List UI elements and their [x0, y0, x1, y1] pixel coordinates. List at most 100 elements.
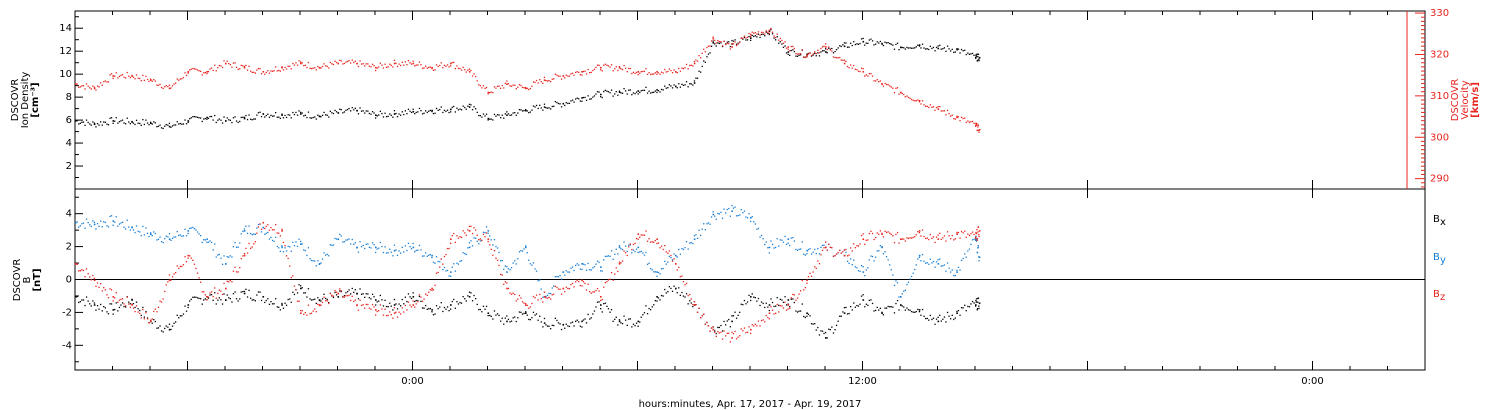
velocity-point [690, 64, 692, 66]
velocity-point [823, 45, 825, 47]
bx-point [146, 317, 149, 319]
bz-point [978, 230, 981, 232]
density-point [385, 116, 388, 118]
bz-point [634, 242, 636, 244]
density-point [565, 102, 567, 104]
bz-point [98, 286, 100, 288]
by-point [362, 244, 364, 247]
bx-point [504, 317, 506, 319]
velocity-point [651, 73, 653, 75]
bx-point [668, 286, 670, 288]
bx-point [596, 301, 599, 303]
by-point [678, 248, 680, 251]
density-point [787, 53, 789, 55]
density-point [450, 108, 452, 111]
bx-point [932, 317, 935, 319]
bx-point [814, 323, 816, 325]
bz-point [921, 229, 924, 231]
bx-point [562, 323, 565, 326]
by-point [409, 246, 411, 248]
velocity-point [615, 66, 617, 68]
density-point [531, 109, 533, 111]
bz-point [546, 297, 549, 299]
bx-point [518, 311, 521, 313]
by-point [431, 254, 433, 257]
bz-point [717, 331, 719, 333]
by-point [968, 248, 971, 250]
bz-point [506, 287, 508, 290]
density-point [706, 56, 708, 58]
by-point [125, 228, 127, 230]
velocity-point [351, 59, 353, 61]
by-point [768, 252, 770, 254]
density-point [895, 43, 897, 46]
by-point [457, 263, 460, 265]
bz-point [806, 279, 808, 282]
velocity-point [271, 70, 274, 72]
by-point [256, 227, 258, 229]
density-point [176, 121, 178, 123]
bx-point [364, 296, 366, 298]
velocity-point [146, 78, 149, 81]
bx-point [614, 318, 616, 320]
by-point [698, 229, 700, 231]
bx-point [742, 304, 744, 306]
velocity-point [593, 68, 596, 70]
by-point [726, 208, 728, 211]
density-point [206, 116, 208, 119]
velocity-point [245, 64, 247, 67]
bx-point [848, 312, 850, 315]
bx-point [506, 315, 508, 317]
density-point [528, 112, 530, 114]
by-point [903, 290, 905, 292]
velocity-point [901, 92, 903, 95]
density-point [406, 113, 408, 115]
bx-point [937, 316, 939, 318]
density-point [407, 108, 410, 110]
density-point [464, 106, 466, 109]
density-point [753, 35, 755, 38]
bz-point [618, 261, 621, 263]
by-point [121, 221, 124, 223]
bz-point [728, 332, 730, 334]
velocity-point [226, 60, 228, 62]
bx-point [393, 304, 396, 306]
bz-point [656, 238, 658, 240]
bx-point [428, 308, 430, 310]
density-point [923, 47, 925, 49]
bz-point [123, 303, 125, 305]
density-point [695, 77, 697, 79]
by-point [387, 252, 389, 254]
density-point [506, 114, 508, 116]
bz-point [931, 237, 933, 239]
density-y-tick-label: 8 [66, 92, 72, 103]
bz-point [951, 234, 953, 237]
by-point [910, 275, 913, 278]
density-point [303, 115, 305, 117]
bx-point [123, 305, 125, 308]
bz-point [665, 251, 667, 253]
density-point [889, 42, 891, 45]
velocity-point [893, 92, 896, 94]
by-point [500, 260, 502, 262]
bz-point [945, 240, 947, 242]
bz-point [529, 306, 531, 308]
bz-point [892, 235, 894, 237]
density-point [517, 112, 519, 114]
by-point [856, 267, 858, 269]
density-point [806, 53, 808, 56]
bz-point [828, 243, 830, 245]
velocity-point [825, 46, 827, 48]
density-point [865, 42, 867, 44]
bz-point [351, 295, 353, 297]
bx-point [195, 296, 197, 298]
bz-point [467, 229, 469, 231]
velocity-point [701, 52, 703, 54]
density-point [257, 112, 260, 114]
bx-point [323, 293, 325, 295]
bz-point [696, 311, 699, 313]
by-point [382, 251, 385, 254]
density-point [409, 110, 411, 112]
velocity-point [504, 82, 506, 84]
velocity-point [848, 67, 850, 69]
